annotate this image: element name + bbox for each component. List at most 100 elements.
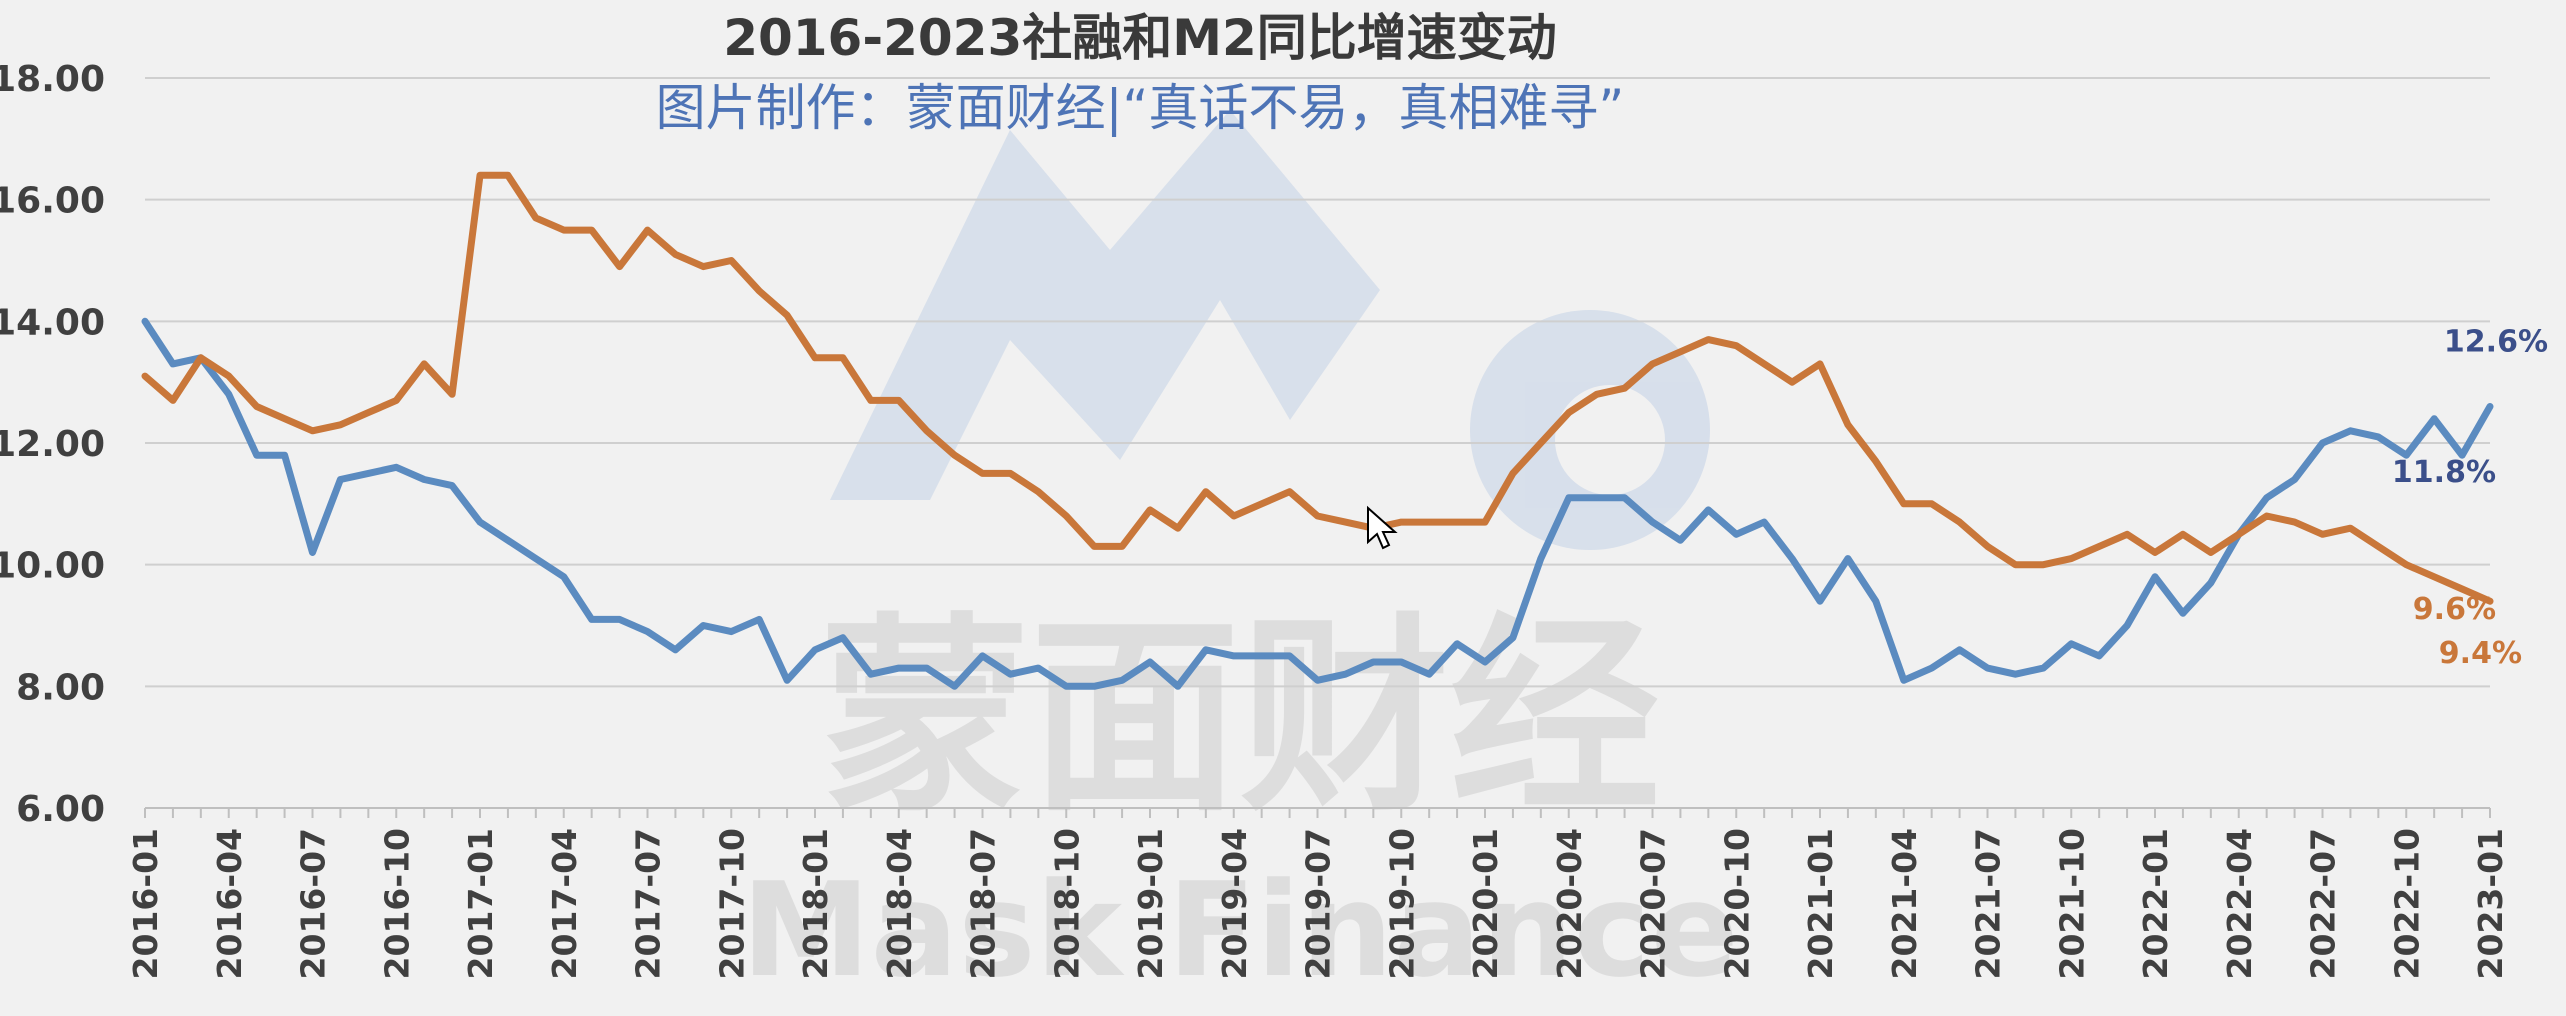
data-point [170, 361, 176, 367]
data-point [812, 647, 818, 653]
data-point [840, 635, 846, 641]
data-point [2096, 543, 2102, 549]
data-point [337, 477, 343, 482]
data-point [2012, 671, 2018, 677]
data-point [1175, 683, 1181, 689]
data-point [1203, 489, 1209, 495]
chart-subtitle: 图片制作：蒙面财经|“真话不易，真相难寻” [656, 79, 1625, 137]
x-tick-label: 2016-07 [294, 828, 333, 979]
data-point [2431, 416, 2437, 422]
x-tick-label: 2022-07 [2304, 828, 2343, 979]
data-point [1957, 647, 1963, 653]
data-point [924, 428, 930, 434]
data-point [1119, 543, 1125, 549]
data-point [2459, 452, 2465, 458]
mouse-cursor-icon [1367, 505, 1398, 550]
data-point [142, 373, 148, 379]
data-point [2040, 665, 2046, 671]
data-point [1650, 361, 1655, 367]
data-point [1398, 519, 1404, 525]
data-point [1733, 343, 1739, 349]
data-point [672, 647, 678, 653]
x-tick-label: 2016-10 [377, 828, 416, 979]
data-point [2208, 580, 2214, 586]
data-point [700, 264, 706, 270]
x-tick-label: 2019-01 [1131, 828, 1170, 979]
chart-title: 2016-2023社融和M2同比增速变动 [723, 9, 1557, 67]
data-point [1175, 525, 1181, 531]
data-point [2292, 477, 2298, 482]
data-point [868, 397, 874, 403]
data-point [728, 258, 734, 263]
data-point [1147, 507, 1153, 513]
x-axis-ticks: 2016-01 2016-04 2016-07 2016-10 2017-01 2017-… [126, 808, 2510, 979]
data-point [1761, 519, 1767, 525]
x-tick-label: 2017-07 [629, 828, 668, 979]
data-point [1035, 489, 1041, 495]
data-point [2208, 550, 2214, 555]
data-point [896, 397, 902, 403]
x-tick-label: 2022-01 [2136, 828, 2175, 979]
data-point [1594, 495, 1600, 501]
data-point [2124, 623, 2130, 628]
x-tick-label: 2021-07 [1969, 828, 2008, 979]
data-point [952, 452, 958, 458]
y-tick-label: 16.00 [0, 181, 105, 222]
data-point [337, 422, 343, 428]
data-point [1622, 495, 1628, 501]
data-point [1426, 671, 1432, 677]
data-point [1705, 337, 1711, 343]
data-point [254, 404, 260, 409]
data-point [2236, 531, 2242, 537]
data-point [1119, 677, 1125, 683]
data-point [198, 355, 204, 361]
end-label: 11.8% [2392, 455, 2496, 490]
data-point [1733, 531, 1739, 537]
data-point [310, 428, 315, 434]
data-point [1147, 659, 1153, 665]
data-point [1315, 513, 1320, 519]
data-point [2403, 562, 2409, 568]
data-point [1287, 653, 1293, 659]
x-tick-label: 2016-01 [126, 828, 165, 979]
data-point [2487, 598, 2493, 604]
data-point [170, 397, 176, 403]
data-point [2375, 543, 2381, 549]
data-point [1650, 519, 1655, 525]
data-point [924, 665, 930, 671]
data-point [1510, 470, 1516, 476]
data-point [2375, 434, 2381, 440]
data-point [1873, 598, 1879, 604]
data-point [1315, 677, 1320, 683]
data-point [1566, 495, 1572, 501]
data-point [980, 653, 985, 659]
data-point [226, 373, 232, 379]
data-point [1761, 361, 1767, 367]
data-point [1817, 598, 1823, 604]
data-point [784, 677, 790, 683]
data-point [1985, 665, 1990, 671]
data-point [421, 477, 427, 482]
watermark-cn: 蒙面财经 [820, 595, 1660, 840]
data-point [1845, 422, 1851, 428]
data-point [1566, 410, 1572, 416]
x-tick-label: 2017-01 [461, 828, 500, 979]
data-point [1705, 507, 1711, 513]
data-point [1817, 361, 1823, 367]
data-point [952, 683, 958, 689]
data-point [505, 172, 511, 178]
data-point [1231, 653, 1237, 659]
x-tick-label: 2017-10 [712, 828, 751, 979]
data-point [1035, 665, 1041, 671]
data-point [728, 629, 734, 635]
data-point [533, 215, 539, 221]
x-tick-label: 2020-07 [1634, 828, 1673, 979]
x-tick-label: 2022-04 [2220, 828, 2259, 979]
data-point [645, 629, 650, 635]
x-tick-label: 2019-04 [1215, 828, 1254, 979]
data-point [2180, 531, 2186, 537]
data-point [1901, 677, 1907, 683]
data-point [1370, 659, 1376, 665]
data-point [2180, 610, 2186, 616]
